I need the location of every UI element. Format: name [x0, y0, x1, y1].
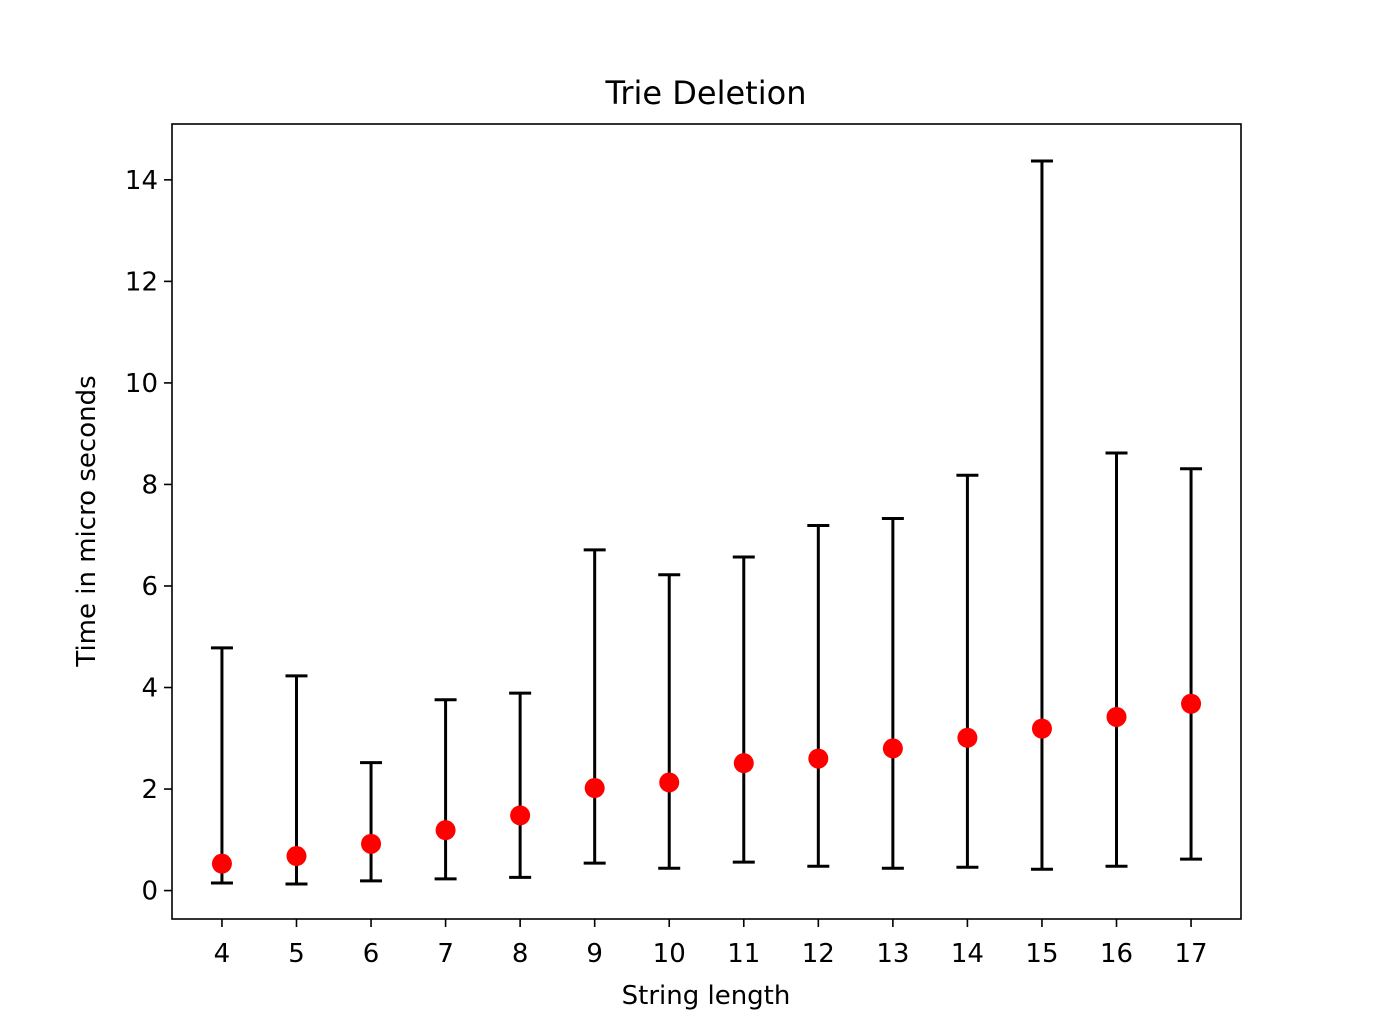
- x-tick-label: 6: [363, 939, 380, 969]
- error-bar: [583, 548, 606, 865]
- data-point: [286, 846, 307, 867]
- data-point: [584, 778, 605, 799]
- x-tick-label: 9: [586, 939, 603, 969]
- plot-area: [171, 123, 1242, 920]
- error-bar: [881, 516, 904, 870]
- error-bar: [658, 573, 681, 870]
- data-point: [957, 727, 978, 748]
- y-axis-label: Time in micro seconds: [72, 375, 102, 667]
- error-bar: [956, 473, 979, 869]
- x-tick-label: 12: [802, 939, 835, 969]
- error-bar: [807, 524, 830, 868]
- x-tick-label: 16: [1100, 939, 1133, 969]
- x-tick-label: 15: [1025, 939, 1058, 969]
- data-point: [659, 772, 680, 793]
- data-point: [510, 805, 531, 826]
- y-axis: 0 2 4 6 8 10 12 14: [125, 166, 172, 907]
- x-tick-label: 8: [512, 939, 529, 969]
- y-tick-label: 4: [141, 674, 158, 704]
- data-point: [1106, 706, 1127, 727]
- data-point: [361, 833, 382, 854]
- data-point: [808, 748, 829, 769]
- data-point: [733, 753, 754, 774]
- x-tick-label: 13: [876, 939, 909, 969]
- error-bar: [1030, 159, 1053, 871]
- x-tick-label: 14: [951, 939, 984, 969]
- y-tick-label: 10: [125, 369, 158, 399]
- x-tick-label: 7: [437, 939, 454, 969]
- y-tick-label: 0: [141, 877, 158, 907]
- error-bar: [360, 761, 383, 883]
- x-tick-label: 5: [288, 939, 305, 969]
- data-points: [211, 693, 1202, 874]
- y-tick-label: 12: [125, 267, 158, 297]
- data-point: [1181, 693, 1202, 714]
- y-tick-label: 8: [141, 470, 158, 500]
- x-tick-label: 17: [1175, 939, 1208, 969]
- data-point: [882, 738, 903, 759]
- y-tick-label: 6: [141, 572, 158, 602]
- x-tick-label: 11: [727, 939, 760, 969]
- data-point: [211, 853, 232, 874]
- error-bars: [210, 159, 1203, 886]
- x-tick-label: 4: [214, 939, 231, 969]
- data-point: [435, 820, 456, 841]
- error-bar: [1180, 467, 1203, 861]
- error-bar: [509, 691, 532, 879]
- x-axis: 4 5 6 7 8 9 10 11 12 13 14 15 16 17: [214, 919, 1208, 969]
- y-tick-label: 14: [125, 166, 158, 196]
- x-axis-label: String length: [622, 981, 791, 1011]
- data-point: [1031, 718, 1052, 739]
- y-tick-label: 2: [141, 775, 158, 805]
- error-bar: [210, 646, 233, 885]
- error-bar: [1105, 451, 1128, 868]
- x-tick-label: 10: [653, 939, 686, 969]
- error-bar: [434, 698, 457, 881]
- chart-title: Trie Deletion: [605, 74, 807, 112]
- error-bar: [732, 555, 755, 864]
